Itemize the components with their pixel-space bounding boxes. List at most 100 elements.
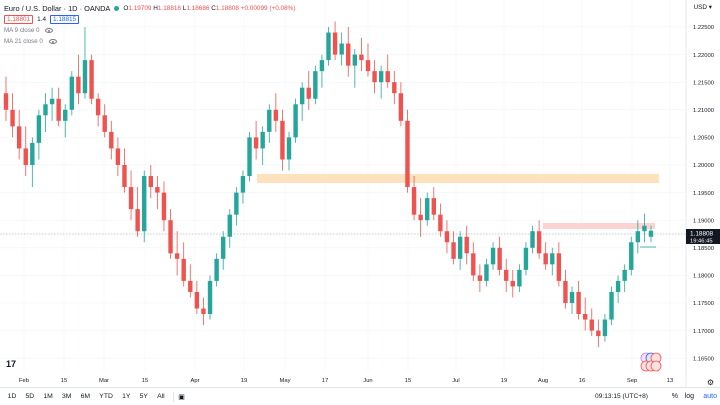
timeframe-all[interactable]: All <box>157 393 165 400</box>
candle-body <box>582 314 588 320</box>
gear-icon[interactable]: ⚙ <box>706 378 714 387</box>
price-tick: 1.18000 <box>693 274 714 280</box>
price-tick: 1.21000 <box>693 108 714 114</box>
price-axis[interactable]: 1.22500 1.22000 1.21500 1.21000 1.20500 1.200… <box>685 0 714 387</box>
buy-button[interactable]: 1.18815 <box>50 15 80 24</box>
symbol-title[interactable]: Euro / U.S. Dollar · 1D · OANDA <box>4 4 111 13</box>
candle <box>56 87 61 127</box>
ma21-label: MA 21 close 0 <box>4 38 43 45</box>
candle <box>596 319 601 348</box>
candle-body <box>405 120 410 188</box>
candle <box>346 26 351 77</box>
eye-icon[interactable] <box>45 28 54 33</box>
candle <box>76 54 81 105</box>
candle-body <box>504 269 509 281</box>
candle <box>550 247 555 276</box>
timeframe-6m[interactable]: 6M <box>80 393 91 400</box>
candle <box>471 242 476 281</box>
candle <box>273 93 279 132</box>
candle <box>201 297 206 326</box>
candle-body <box>214 258 219 281</box>
log-toggle[interactable]: log <box>684 393 694 400</box>
candle-body <box>550 253 555 265</box>
candle <box>517 264 522 292</box>
candle <box>392 71 397 105</box>
chart-legend: Euro / U.S. Dollar · 1D · OANDA O1.19709… <box>4 3 295 47</box>
calendar-icon[interactable]: ▣ <box>178 393 185 401</box>
resistance-zone[interactable] <box>543 223 655 229</box>
event-badges[interactable] <box>640 352 666 372</box>
percent-toggle[interactable]: % <box>671 393 678 400</box>
candle <box>30 137 35 188</box>
price-tick: 1.20000 <box>693 163 714 169</box>
timeframe-3m[interactable]: 3M <box>62 393 72 400</box>
time-axis[interactable]: Feb 15 Mar 15 Apr 19 May 17 Jun 15 Jul 19 Aug 16 Sep 13 <box>19 378 673 384</box>
candle-body <box>425 198 430 221</box>
auto-toggle[interactable]: auto <box>703 393 717 400</box>
candle-body <box>635 231 641 243</box>
candle-body <box>49 98 55 105</box>
ma9-label: MA 9 close 0 <box>4 27 40 34</box>
candle <box>602 314 608 342</box>
tradingview-logo[interactable]: 17 <box>6 359 17 369</box>
candle-body <box>385 71 390 83</box>
timeframe-5d[interactable]: 5D <box>25 393 35 400</box>
candle-body <box>490 247 496 265</box>
candle-body <box>36 115 42 143</box>
time-tick: 19 <box>241 378 247 384</box>
candle-body <box>576 291 581 315</box>
currency-selector[interactable]: USD ▾ <box>693 4 712 11</box>
candle-body <box>122 164 127 188</box>
time-tick: 15 <box>405 378 411 384</box>
timeframe-5y[interactable]: 5Y <box>139 393 148 400</box>
candle-body <box>332 32 338 55</box>
timeframe-ytd[interactable]: YTD <box>99 393 113 400</box>
eye-icon[interactable] <box>48 39 57 44</box>
price-tick: 1.19500 <box>693 191 714 197</box>
indicator-ma21[interactable]: MA 21 close 0 <box>4 36 295 47</box>
price-tick: 1.22000 <box>693 53 714 59</box>
candle <box>411 176 417 221</box>
candle <box>23 126 28 177</box>
candle <box>3 76 9 121</box>
candle <box>569 286 575 315</box>
candle <box>128 170 134 221</box>
candles-group <box>3 21 654 348</box>
timeframe-1m[interactable]: 1M <box>43 393 53 400</box>
candle <box>122 148 127 193</box>
candle-body <box>227 214 232 237</box>
price-tick: 1.21500 <box>693 80 714 86</box>
timeframe-list: 1D 5D 1M 3M 6M YTD 1Y 5Y All <box>0 393 169 400</box>
candle <box>543 242 548 270</box>
candle <box>115 137 121 177</box>
candle <box>451 231 456 265</box>
candle <box>352 49 358 88</box>
candle-body <box>530 231 535 248</box>
clock-readout[interactable]: 09:13:15 (UTC+8) <box>595 393 648 400</box>
candle-body <box>3 93 9 110</box>
candle-body <box>181 258 186 281</box>
timeframe-1y[interactable]: 1Y <box>122 393 131 400</box>
indicator-ma9[interactable]: MA 9 close 0 <box>4 25 295 36</box>
candle <box>359 38 364 72</box>
candle <box>464 225 469 265</box>
sell-button[interactable]: 1.18801 <box>4 15 34 24</box>
candle <box>398 82 404 127</box>
price-tick: 1.16500 <box>693 356 714 362</box>
candle <box>109 120 114 160</box>
current-price-value: 1.18808 <box>690 231 714 238</box>
support-zone[interactable] <box>257 174 659 183</box>
candle-body <box>102 115 107 132</box>
timeframe-1d[interactable]: 1D <box>7 393 17 400</box>
candle <box>425 192 430 226</box>
candle <box>622 264 627 292</box>
bar-countdown: 19:46:45 <box>690 239 713 245</box>
candle-body <box>365 60 371 72</box>
candle-body <box>411 187 417 215</box>
candle <box>207 275 213 320</box>
candle <box>181 242 186 287</box>
candle-body <box>142 176 147 232</box>
candle-body <box>69 76 75 110</box>
candle-body <box>648 230 654 237</box>
